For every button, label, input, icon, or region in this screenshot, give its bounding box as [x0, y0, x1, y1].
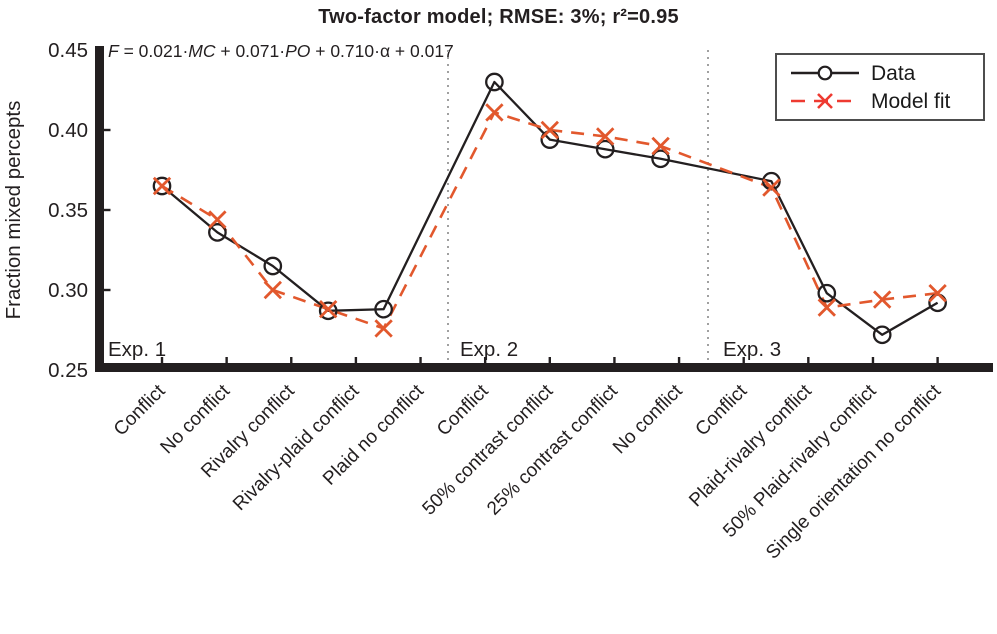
group-label: Exp. 2: [460, 338, 518, 361]
data-point-marker: [263, 256, 283, 276]
x-tick-label: Plaid-rivalry conflict: [685, 380, 816, 511]
data-line-sample-icon: [791, 65, 859, 81]
data-point-marker: [318, 301, 338, 321]
formula-term: + 0.071·: [215, 41, 286, 61]
x-tick: [677, 357, 681, 363]
formula-term: PO: [285, 41, 311, 61]
group-label: Exp. 3: [723, 338, 781, 361]
model-fit-marker: [263, 280, 282, 300]
formula-term: MC: [188, 41, 216, 61]
model-formula: F = 0.021·MC + 0.071·PO + 0.710·α + 0.01…: [108, 41, 454, 62]
y-tick-label: 0.25: [48, 359, 88, 382]
x-tick: [936, 357, 939, 363]
legend-label-data: Data: [871, 61, 916, 85]
y-tick-label: 0.30: [48, 279, 88, 302]
legend: Data Model fit: [775, 53, 985, 121]
y-axis-spine: [95, 46, 104, 372]
x-tick-label: Conflict: [110, 380, 170, 440]
x-tick: [419, 357, 422, 363]
legend-item-model-fit: Model fit: [789, 91, 983, 112]
model-fit-marker: [596, 127, 615, 146]
data-point-marker: [485, 72, 504, 92]
y-tick: [104, 288, 111, 292]
model-fit-marker: [152, 176, 172, 196]
model-fit-marker: [928, 284, 947, 303]
data-point-marker: [208, 223, 227, 242]
data-point-marker: [872, 325, 892, 345]
model-fit-marker: [540, 120, 559, 140]
model-fit-marker: [817, 298, 836, 317]
data-line: [161, 80, 939, 336]
model-fit-marker: [873, 290, 892, 309]
model-fit-marker: [374, 319, 393, 338]
x-tick-label: Conflict: [433, 380, 493, 440]
y-tick-label: 0.45: [48, 39, 88, 62]
x-tick-label: Conflict: [692, 380, 752, 440]
x-tick: [742, 357, 745, 363]
x-tick-label: 25% contrast conflict: [483, 380, 622, 519]
y-tick: [104, 208, 111, 212]
x-tick: [354, 357, 358, 363]
model-fit-marker: [651, 136, 670, 156]
x-tick-label: Rivalry-plaid conflict: [229, 380, 364, 515]
legend-label-model-fit: Model fit: [871, 89, 951, 113]
x-tick: [290, 357, 293, 363]
x-tick: [225, 357, 228, 363]
legend-item-data: Data: [789, 63, 983, 84]
formula-term: F: [108, 41, 119, 61]
formula-term: = 0.021·: [118, 41, 189, 61]
data-point-marker: [817, 283, 837, 303]
x-tick: [160, 357, 164, 363]
x-tick: [807, 357, 810, 363]
data-point-marker: [374, 299, 393, 319]
data-point-marker: [595, 139, 615, 159]
model-fit-marker: [485, 103, 504, 122]
group-label: Exp. 1: [108, 338, 166, 361]
x-tick: [871, 357, 875, 363]
y-tick: [104, 128, 111, 132]
model-fit-marker: [762, 178, 781, 197]
model-fit-line-sample-icon: [791, 93, 859, 109]
data-point-marker: [651, 149, 670, 169]
y-tick-label: 0.40: [48, 119, 88, 142]
y-axis-label: Fraction mixed percepts: [2, 101, 25, 320]
x-axis-spine: [95, 363, 993, 372]
formula-term: + 0.710·α + 0.017: [310, 41, 454, 61]
x-tick: [483, 357, 487, 363]
x-tick: [548, 357, 551, 363]
model-fit-marker: [319, 300, 338, 319]
y-tick-label: 0.35: [48, 199, 88, 222]
data-point-marker: [152, 176, 172, 196]
model-fit-marker: [208, 210, 227, 229]
x-tick-label: No conflict: [609, 380, 687, 458]
x-tick: [613, 357, 616, 363]
chart-title: Two-factor model; RMSE: 3%; r²=0.95: [318, 6, 679, 28]
